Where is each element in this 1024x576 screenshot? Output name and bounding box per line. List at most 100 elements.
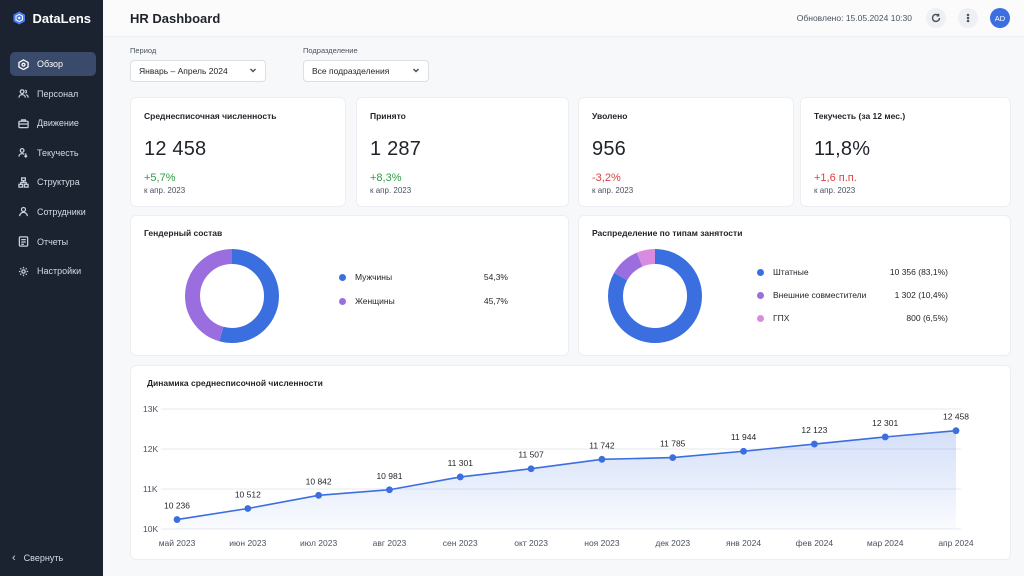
period-select[interactable]: Январь – Апрель 2024 — [130, 60, 266, 82]
main-content: HR Dashboard Обновлено: 15.05.2024 10:30… — [103, 0, 1024, 576]
x-tick-label: май 2023 — [159, 538, 196, 548]
data-point[interactable] — [173, 516, 181, 523]
sidebar-item-employees[interactable]: Сотрудники — [10, 200, 96, 224]
sidebar-item-label: Текучесть — [37, 147, 79, 158]
data-label: 11 944 — [731, 432, 757, 442]
kpi-card-headcount: Среднесписочная численность 12 458 +5,7%… — [130, 97, 346, 207]
data-point[interactable] — [244, 505, 252, 512]
department-select[interactable]: Все подразделения — [303, 60, 429, 82]
data-label: 12 301 — [872, 418, 898, 428]
legend-swatch — [339, 273, 346, 281]
employment-title: Распределение по типам занятости — [592, 228, 743, 238]
x-tick-label: июл 2023 — [300, 538, 337, 548]
sidebar-item-turnover[interactable]: Текучесть — [10, 141, 96, 165]
collapse-label: Свернуть — [23, 553, 64, 563]
sidebar-item-label: Настройки — [37, 266, 82, 277]
sidebar-item-label: Сотрудники — [37, 206, 86, 217]
user-avatar[interactable]: AD — [990, 8, 1010, 28]
chevron-down-icon — [249, 66, 257, 76]
x-tick-label: янв 2024 — [726, 538, 761, 548]
data-point[interactable] — [952, 427, 960, 435]
employment-card: Распределение по типам занятости Штатные… — [578, 215, 1011, 356]
y-tick-label: 11K — [143, 484, 158, 494]
kpi-card-hired: Принято 1 287 +8,3% к апр. 2023 — [356, 97, 569, 207]
gender-title: Гендерный состав — [144, 228, 223, 238]
datalens-logo-icon — [13, 11, 26, 25]
employee-icon — [17, 206, 29, 218]
sidebar-item-reports[interactable]: Отчеты — [10, 230, 96, 254]
y-tick-label: 12K — [143, 444, 158, 454]
kpi-delta: +1,6 п.п. — [814, 172, 857, 184]
more-options-button[interactable] — [958, 8, 978, 28]
sidebar: DataLens Обзор Персонал Движение — [0, 0, 103, 576]
data-label: 11 742 — [589, 440, 615, 450]
period-filter-label: Период — [130, 46, 157, 55]
area-fill — [177, 430, 956, 529]
chevron-down-icon — [412, 66, 420, 76]
department-filter-label: Подразделение — [303, 46, 358, 55]
x-tick-label: дек 2023 — [655, 538, 690, 548]
kpi-card-dismissed: Уволено 956 -3,2% к апр. 2023 — [578, 97, 794, 207]
data-label: 11 785 — [660, 439, 686, 449]
data-point[interactable] — [810, 440, 818, 448]
legend-swatch — [757, 314, 764, 322]
gender-slice-1[interactable] — [185, 249, 279, 343]
legend-value: 54,3% — [483, 272, 508, 282]
x-tick-label: апр 2024 — [938, 538, 974, 548]
y-tick-label: 13K — [143, 404, 158, 414]
kpi-delta: -3,2% — [592, 172, 621, 184]
period-filter: Период Январь – Апрель 2024 — [130, 46, 266, 82]
kpi-title: Принято — [370, 111, 406, 121]
sidebar-item-movement[interactable]: Движение — [10, 111, 96, 135]
series-line — [176, 429, 957, 521]
data-point[interactable] — [669, 454, 677, 461]
data-label: 10 236 — [164, 501, 190, 511]
legend-value: 800 (6,5%) — [906, 313, 948, 323]
data-point[interactable] — [598, 455, 606, 463]
x-tick-label: сен 2023 — [443, 538, 478, 548]
department-select-value: Все подразделения — [312, 66, 390, 76]
data-point[interactable] — [315, 491, 323, 499]
collapse-sidebar-button[interactable]: ‹ Свернуть — [12, 552, 63, 564]
legend-item-male: Мужчины — [339, 272, 392, 282]
headcount-trend-card: Динамика среднесписочной численности 10K… — [130, 365, 1011, 560]
employment-slice-2[interactable] — [608, 249, 702, 343]
sidebar-item-label: Обзор — [37, 59, 63, 69]
sidebar-item-overview[interactable]: Обзор — [10, 52, 96, 76]
refresh-button[interactable] — [926, 8, 946, 28]
sidebar-item-personnel[interactable]: Персонал — [10, 82, 96, 106]
legend-label: ГПХ — [773, 313, 790, 323]
data-point[interactable] — [881, 433, 889, 441]
kpi-value: 1 287 — [370, 138, 422, 160]
data-point[interactable] — [456, 473, 464, 481]
legend-swatch — [757, 268, 764, 276]
logo[interactable]: DataLens — [0, 0, 103, 36]
legend-label: Женщины — [355, 296, 395, 306]
sidebar-item-label: Персонал — [37, 88, 79, 99]
legend-swatch — [339, 297, 346, 305]
x-tick-label: окт 2023 — [514, 538, 548, 548]
kpi-value: 12 458 — [144, 138, 207, 160]
x-tick-label: авг 2023 — [373, 538, 407, 548]
kpi-delta: +8,3% — [370, 172, 402, 184]
report-icon — [17, 236, 29, 248]
legend-item-gph: ГПХ — [757, 313, 789, 323]
x-tick-label: ноя 2023 — [584, 538, 620, 548]
more-vertical-icon — [966, 13, 970, 23]
sidebar-item-structure[interactable]: Структура — [10, 170, 96, 194]
turnover-icon — [17, 147, 29, 159]
sidebar-item-label: Движение — [37, 118, 79, 129]
kpi-value: 956 — [592, 138, 626, 160]
legend-value: 10 356 (83,1%) — [889, 267, 948, 277]
data-label: 10 981 — [376, 471, 402, 481]
kpi-comparison: к апр. 2023 — [592, 186, 634, 195]
legend-item-female: Женщины — [339, 296, 395, 306]
chevron-left-icon: ‹ — [12, 552, 16, 564]
data-point[interactable] — [527, 465, 535, 473]
data-point[interactable] — [740, 447, 747, 455]
headcount-trend-chart: 10K 11K 12K 13K 10 236 май 2023 10 512 июн 2023… — [143, 404, 974, 548]
data-point[interactable] — [386, 486, 393, 494]
legend-label: Мужчины — [355, 272, 393, 282]
sidebar-item-settings[interactable]: Настройки — [10, 259, 96, 283]
legend-value: 45,7% — [483, 296, 508, 306]
